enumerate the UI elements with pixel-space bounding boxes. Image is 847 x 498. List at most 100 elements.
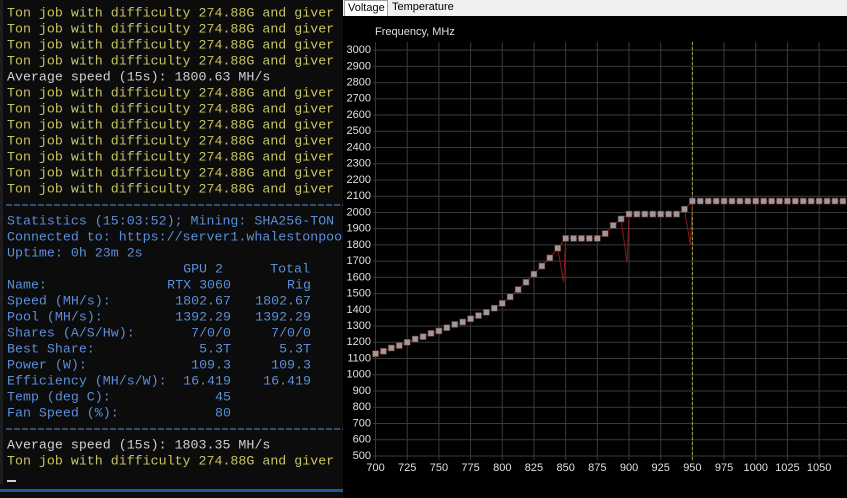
y-tick-label: 800 bbox=[353, 401, 371, 413]
row-value: 80 bbox=[215, 406, 231, 421]
log-line: Ton job with difficulty 274.88G and give… bbox=[7, 102, 334, 117]
log-line: Average speed (15s): 1800.63 MH/s bbox=[7, 70, 270, 85]
point bbox=[459, 318, 466, 326]
point bbox=[720, 197, 728, 205]
point bbox=[776, 197, 783, 205]
y-tick-label: 1300 bbox=[347, 320, 371, 332]
y-tick-label: 2800 bbox=[347, 76, 371, 88]
point bbox=[799, 197, 807, 205]
y-tick-label: 2200 bbox=[347, 174, 371, 186]
point bbox=[633, 210, 641, 218]
x-tick-label: 750 bbox=[430, 462, 448, 474]
row-value: 7/0/0 bbox=[191, 326, 231, 341]
x-tick-label: 1000 bbox=[744, 462, 768, 474]
point bbox=[712, 197, 720, 205]
y-tick-label: 700 bbox=[353, 417, 371, 429]
y-tick-label: 1900 bbox=[347, 223, 371, 235]
y-tick-label: 900 bbox=[353, 385, 371, 397]
point bbox=[491, 304, 498, 312]
row-value: 5.3T bbox=[199, 342, 231, 357]
row-label: Best Share: bbox=[7, 342, 95, 357]
log-line: Ton job with difficulty 274.88G and give… bbox=[7, 54, 334, 69]
point bbox=[443, 324, 451, 332]
row-label: Fan Speed (%): bbox=[7, 406, 119, 421]
y-tick-label: 1700 bbox=[347, 255, 371, 267]
y-tick-label: 1200 bbox=[347, 336, 371, 348]
point bbox=[427, 330, 435, 337]
tab-bar bbox=[343, 0, 847, 16]
stats-line: Statistics (15:03:52); Mining: SHA256-TO… bbox=[7, 214, 334, 229]
point bbox=[617, 215, 625, 223]
table-header: GPU 2 bbox=[183, 262, 223, 277]
point bbox=[768, 197, 775, 205]
point bbox=[578, 235, 585, 242]
point bbox=[506, 293, 514, 301]
row-label: Efficiency (MH/s/W): bbox=[7, 374, 167, 389]
chart-bg bbox=[343, 16, 847, 498]
point bbox=[451, 321, 459, 328]
row-label: Speed (MH/s): bbox=[7, 294, 111, 309]
point bbox=[673, 210, 680, 218]
point bbox=[594, 235, 601, 242]
row-label: Shares (A/S/Hw): bbox=[7, 326, 135, 341]
tab-label[interactable]: Voltage bbox=[348, 2, 385, 14]
log-line: Average speed (15s): 1803.35 MH/s bbox=[7, 438, 270, 453]
terminal-edge bbox=[0, 0, 3, 484]
point bbox=[411, 335, 419, 343]
point bbox=[792, 197, 799, 205]
point bbox=[498, 300, 506, 307]
point bbox=[609, 222, 617, 229]
x-tick-label: 725 bbox=[398, 462, 416, 474]
terminal-bg bbox=[0, 0, 343, 498]
x-tick-label: 800 bbox=[493, 462, 511, 474]
point bbox=[467, 315, 474, 323]
point bbox=[586, 235, 593, 242]
terminal: Ton job with difficulty 274.88G and give… bbox=[7, 6, 342, 469]
tab-label[interactable]: Temperature bbox=[392, 1, 454, 13]
point bbox=[752, 197, 760, 205]
row-label: Name: bbox=[7, 278, 47, 293]
dip bbox=[620, 214, 630, 263]
point bbox=[641, 210, 649, 218]
row-label: Temp (deg C): bbox=[7, 390, 111, 405]
y-tick-label: 3000 bbox=[347, 44, 371, 56]
row-value: 1392.29 bbox=[175, 310, 231, 325]
row-value: 7/0/0 bbox=[271, 326, 311, 341]
point bbox=[831, 197, 839, 205]
point bbox=[760, 197, 767, 205]
row-value: 45 bbox=[215, 390, 231, 405]
point bbox=[823, 197, 831, 205]
y-tick-label: 600 bbox=[353, 434, 371, 446]
y-tick-label: 2500 bbox=[347, 125, 371, 137]
x-tick-label: 775 bbox=[461, 462, 479, 474]
point bbox=[419, 333, 427, 340]
point bbox=[475, 312, 482, 319]
log-line: Ton job with difficulty 274.88G and give… bbox=[7, 38, 334, 53]
y-tick-label: 1500 bbox=[347, 288, 371, 300]
point bbox=[697, 197, 704, 205]
point bbox=[625, 210, 633, 218]
row-label: Power (W): bbox=[7, 358, 87, 373]
point bbox=[649, 210, 657, 218]
point bbox=[784, 197, 791, 205]
point bbox=[483, 308, 490, 316]
y-tick-label: 2900 bbox=[347, 60, 371, 72]
y-tick-label: 500 bbox=[353, 450, 371, 462]
log-line: Ton job with difficulty 274.88G and give… bbox=[7, 22, 334, 37]
row-value: RTX 3060 bbox=[167, 278, 231, 293]
point bbox=[514, 286, 522, 293]
y-tick-label: 2300 bbox=[347, 158, 371, 170]
row-value: 16.419 bbox=[183, 374, 231, 389]
row-value: 16.419 bbox=[263, 374, 311, 389]
x-tick-label: 1025 bbox=[775, 462, 799, 474]
x-tick-label: 700 bbox=[366, 462, 384, 474]
x-tick-label: 950 bbox=[683, 462, 701, 474]
plot: 500 600 700 800 900 1000 1100 1200 1300 1400 1500 1… bbox=[347, 42, 847, 474]
row-value: 1802.67 bbox=[175, 294, 231, 309]
dip bbox=[557, 238, 567, 283]
x-tick-label: 850 bbox=[556, 462, 574, 474]
x-tick-label: 825 bbox=[525, 462, 543, 474]
row-value: 1802.67 bbox=[255, 294, 311, 309]
point bbox=[435, 327, 443, 335]
